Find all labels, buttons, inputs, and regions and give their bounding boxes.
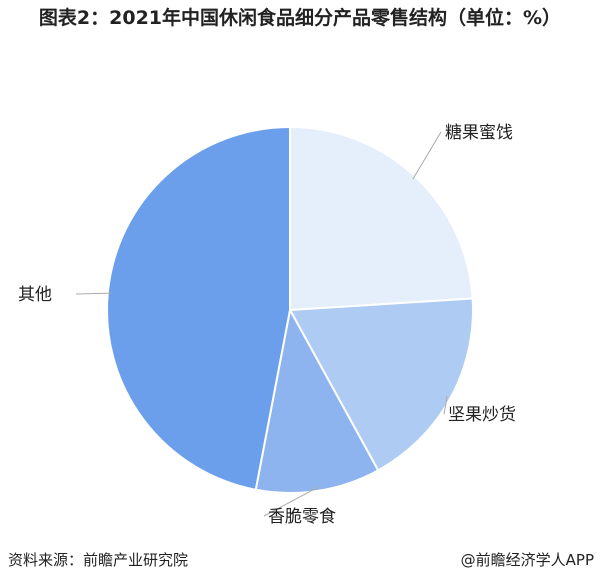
slice-label-0: 糖果蜜饯 (445, 123, 513, 143)
credit-note: @前瞻经济学人APP (460, 551, 594, 569)
leader-line-1 (443, 396, 448, 415)
leader-line-2 (263, 486, 319, 517)
chart-title: 图表2：2021年中国休闲食品细分产品零售结构（单位：%） (38, 7, 562, 29)
slice-label-2: 香脆零食 (268, 507, 336, 527)
slice-label-3: 其他 (18, 285, 52, 305)
pie-slice-3 (106, 125, 291, 491)
pie-slice-1 (288, 297, 474, 472)
leader-line-3 (75, 292, 112, 295)
leader-line-0 (412, 131, 442, 180)
pie-slice-0 (289, 125, 474, 312)
source-note: 资料来源：前瞻产业研究院 (8, 551, 189, 569)
slice-label-1: 坚果炒货 (448, 405, 516, 425)
pie-slice-2 (254, 307, 380, 494)
